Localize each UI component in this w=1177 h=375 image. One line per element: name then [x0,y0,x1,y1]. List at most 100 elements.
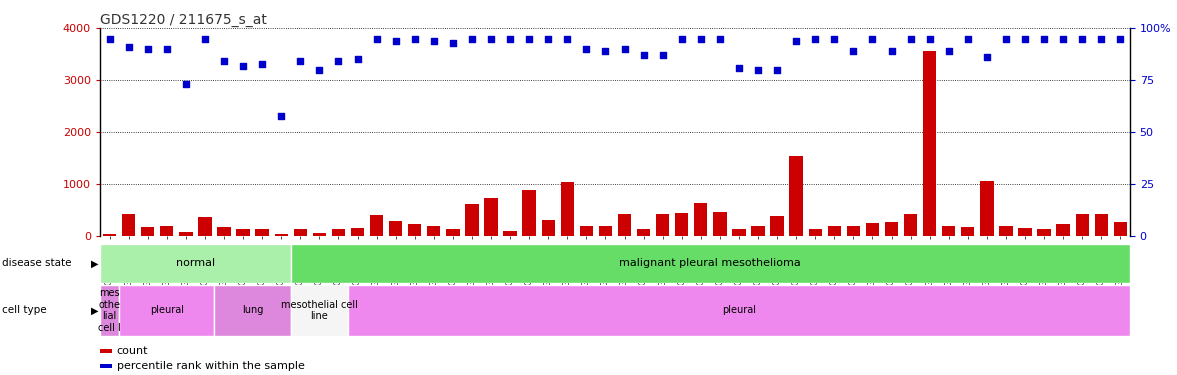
Point [367,36,386,42]
Bar [291,285,348,336]
Bar [179,232,193,236]
Bar [885,222,898,236]
Point [786,38,805,44]
Bar [846,226,860,236]
Point [558,36,577,42]
Point [1053,36,1072,42]
Bar [999,226,1012,236]
Bar [904,214,917,236]
Bar [214,285,291,336]
Point [310,67,328,73]
Bar [351,228,364,236]
Bar [293,229,307,236]
Point [348,56,367,62]
Text: mes
othe
lial
cell l: mes othe lial cell l [98,288,121,333]
Bar [465,204,479,236]
Point [405,36,424,42]
Bar [100,364,112,368]
Bar [732,230,745,236]
Point [272,112,291,118]
Bar [485,198,498,236]
Bar [119,285,214,336]
Point [825,36,844,42]
Bar [656,214,670,236]
Bar [388,220,403,236]
Bar [809,229,822,236]
Bar [1018,228,1032,236]
Text: lung: lung [242,305,264,315]
Point [463,36,481,42]
Bar [694,204,707,236]
Bar [122,214,135,236]
Point [977,54,996,60]
Bar [237,229,250,236]
Bar [446,229,459,236]
Text: normal: normal [175,258,215,268]
Text: mesothelial cell
line: mesothelial cell line [281,300,358,321]
Point [577,46,596,52]
Point [1016,36,1035,42]
Text: cell type: cell type [2,305,47,315]
Point [844,48,863,54]
Point [691,36,710,42]
Text: count: count [117,346,148,355]
Bar [866,223,879,236]
Bar [198,217,212,236]
Bar [580,226,593,236]
Point [539,36,558,42]
Point [958,36,977,42]
Point [1092,36,1111,42]
Bar [1057,224,1070,236]
Bar [923,51,937,236]
Point [672,36,691,42]
Point [195,36,214,42]
Bar [160,226,173,236]
Bar [771,216,784,236]
Point [920,36,939,42]
Point [902,36,920,42]
Point [596,48,614,54]
Bar [751,226,765,236]
Point [520,36,539,42]
Bar [980,181,993,236]
Point [119,44,138,50]
Point [253,60,272,66]
Bar [255,229,268,236]
Bar [942,226,956,236]
Bar [274,234,288,236]
Bar [100,349,112,352]
Point [863,36,882,42]
Point [330,58,348,64]
Point [158,46,177,52]
Bar [348,285,1130,336]
Bar [504,231,517,236]
Bar [1076,214,1089,236]
Point [806,36,825,42]
Point [767,67,786,73]
Point [1072,36,1091,42]
Text: pleural: pleural [722,305,756,315]
Bar [370,215,384,236]
Point [234,63,253,69]
Bar [790,156,803,236]
Point [749,67,767,73]
Point [444,40,463,46]
Bar [100,244,291,283]
Bar [427,226,440,236]
Point [214,58,233,64]
Bar [618,214,631,236]
Point [481,36,500,42]
Text: ▶: ▶ [91,305,98,315]
Point [730,64,749,70]
Bar [1037,229,1051,236]
Point [291,58,310,64]
Point [653,52,672,58]
Bar [599,226,612,236]
Bar [713,212,726,236]
Bar [560,182,574,236]
Point [386,38,405,44]
Bar [141,227,154,236]
Text: disease state: disease state [2,258,72,268]
Bar [313,233,326,236]
Bar [408,224,421,236]
